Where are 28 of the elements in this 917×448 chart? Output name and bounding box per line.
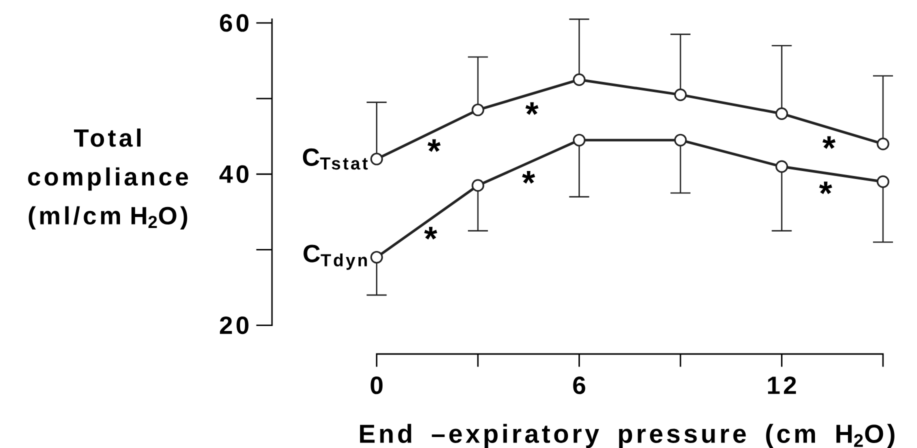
point [572,73,586,86]
y-tick-label: 40 [219,165,248,183]
point [472,179,484,192]
x-tick-label: 12 [768,376,796,394]
annotation: * [525,102,538,115]
annotation: * [522,170,536,184]
point [674,88,687,102]
point [876,175,890,188]
point [472,104,484,116]
y-axis-title: Total compliance (ml/cm H$_{2}$O) [28,128,188,230]
annotation: * [424,226,438,240]
point [572,134,586,146]
series-label: C$_{Tdyn}$ [304,244,367,270]
point [876,138,890,150]
point [370,250,383,264]
x-axis-title: End –expiratory pressure (cm H$_{2}$O) [360,424,894,448]
x-tick-label: 0 [370,376,383,394]
y-tick-label: 20 [220,316,248,334]
point [370,152,383,166]
annotation: * [822,136,836,149]
annotation: * [428,139,441,152]
annotation: * [819,182,832,194]
point [775,107,788,120]
y-tick-label: 60 [220,14,248,32]
series-label: C$_{Tstat}$ [302,148,368,170]
point [775,160,788,173]
x-tick-label: 6 [573,376,586,394]
point [674,134,687,146]
